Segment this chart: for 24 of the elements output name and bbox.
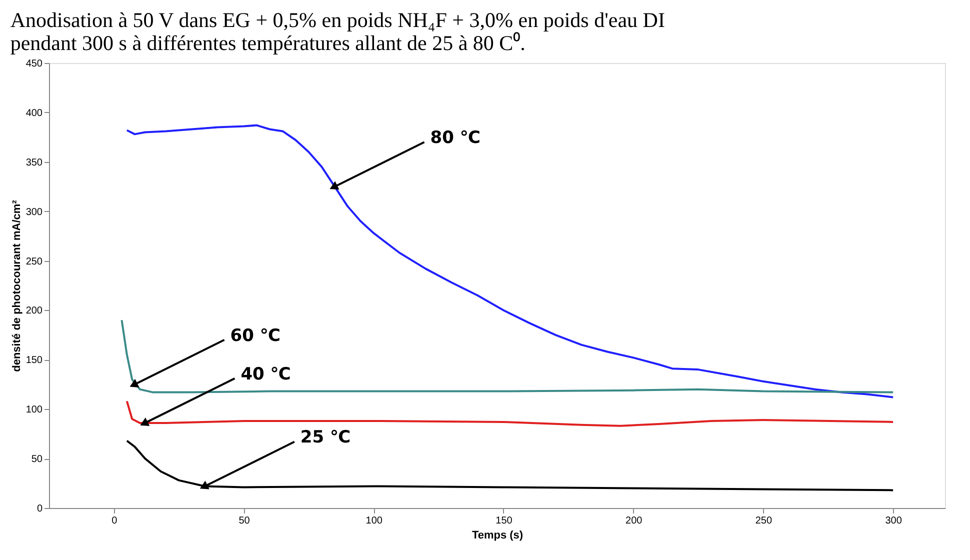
y-axis-title: densité de photocourant mA/cm² — [10, 200, 23, 372]
x-tick-label: 200 — [626, 516, 643, 526]
chart-title: Anodisation à 50 V dans EG + 0,5% en poids NH₄F + 3,0% en poids d'eau DI pendant 300 s à différentes températures allant de 25 à 80 C⁰. — [10, 8, 665, 55]
annotation: 40 ℃ — [240, 364, 291, 384]
y-tick-label: 0 — [36, 504, 43, 514]
x-axis-title: Temps (s) — [472, 530, 524, 542]
y-tick-label: 150 — [26, 355, 43, 366]
x-tick-label: 50 — [238, 516, 250, 526]
y-tick-label: 300 — [26, 206, 43, 218]
y-tick-label: 200 — [26, 306, 43, 317]
x-tick-label: 150 — [496, 516, 513, 526]
y-tick-label: 50 — [31, 454, 43, 466]
x-tick-label: 100 — [366, 516, 383, 526]
annotation: 60 ℃ — [230, 326, 280, 346]
y-tick-label: 450 — [26, 58, 43, 70]
y-tick-label: 250 — [26, 256, 43, 268]
y-tick-label: 350 — [26, 157, 43, 168]
x-tick-label: 300 — [885, 516, 902, 526]
annotation: 25 ℃ — [300, 428, 351, 448]
y-tick-label: 400 — [26, 108, 43, 119]
y-tick-label: 100 — [26, 404, 43, 416]
x-tick-label: 0 — [112, 516, 118, 526]
annotation: 80 ℃ — [430, 128, 480, 148]
x-tick-label: 250 — [755, 516, 772, 526]
